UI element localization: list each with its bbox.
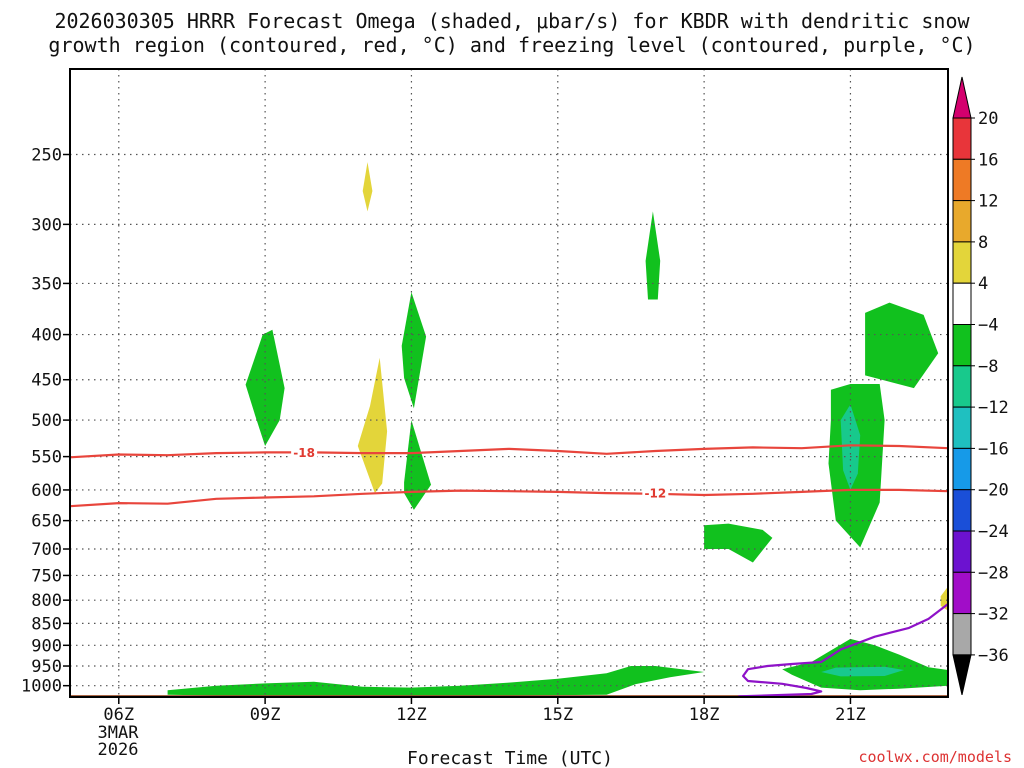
y-tick-label-650: 650 (31, 512, 62, 532)
chart-titles: 2026030305 HRRR Forecast Omega (shaded, … (48, 9, 975, 57)
x-tick-label-12Z: 12Z (396, 705, 427, 725)
omega-positive-region-1 (362, 162, 373, 212)
date-label: 3MAR 2026 (98, 723, 140, 760)
chart-title-line1: 2026030305 HRRR Forecast Omega (shaded, … (54, 9, 970, 33)
omega-inner-region-1 (821, 666, 905, 677)
contour-label-1: -12 (644, 487, 666, 501)
colorbar-tick-label-3: 8 (978, 233, 988, 253)
y-tick-label-1000: 1000 (21, 677, 62, 697)
contour-label-bg-1 (642, 486, 669, 501)
contour-line-1 (69, 488, 949, 508)
colorbar-bin-4 (952, 241, 972, 284)
date-label-year: 2026 (98, 740, 139, 760)
contour-label-0: -18 (293, 446, 315, 460)
chart-title-line2: growth region (contoured, red, °C) and f… (48, 33, 975, 57)
colorbar-tick-label-4: 4 (978, 274, 988, 294)
colorbar-tick-label-0: 20 (978, 109, 998, 129)
x-tick-label-15Z: 15Z (542, 705, 573, 725)
x-axis-title: Forecast Time (UTC) (407, 748, 613, 768)
colorbar-bottom-arrow (952, 654, 972, 696)
y-tick-label-550: 550 (31, 448, 62, 468)
colorbar-bin-2 (952, 158, 972, 202)
y-axis-ticks: 2503003504004505005506006507007508008509… (21, 145, 70, 697)
y-tick-label-850: 850 (31, 614, 62, 634)
colorbar-tick-label-12: −32 (978, 605, 1009, 625)
date-label-month: 3MAR (98, 723, 140, 743)
x-tick-label-06Z: 06Z (103, 705, 134, 725)
colorbar-bin-3 (952, 200, 972, 243)
colorbar-tick-label-6: −8 (978, 357, 998, 377)
colorbar-tick-label-9: −20 (978, 481, 1009, 501)
omega-positive-region-0 (357, 357, 388, 494)
y-tick-label-500: 500 (31, 411, 62, 431)
y-tick-label-700: 700 (31, 540, 62, 560)
omega-region-2 (404, 420, 431, 510)
colorbar-bin-6 (952, 324, 972, 367)
plot-frame (69, 68, 949, 698)
omega-region-8 (167, 666, 705, 696)
y-tick-label-800: 800 (31, 591, 62, 611)
colorbar-tick-label-5: −4 (978, 316, 998, 336)
y-tick-label-400: 400 (31, 326, 62, 346)
omega-region-5 (865, 302, 939, 389)
y-tick-label-600: 600 (31, 481, 62, 501)
omega-shading (70, 162, 948, 697)
contour-line-2 (738, 603, 949, 698)
y-tick-label-300: 300 (31, 215, 62, 235)
y-tick-label-950: 950 (31, 657, 62, 677)
colorbar: 20 16 12 8 4 −4 −8 −12 −16 −20 −24 −28 −32 −36 (952, 76, 1009, 696)
colorbar-tick-label-7: −12 (978, 398, 1009, 418)
x-tick-label-18Z: 18Z (689, 705, 720, 725)
contour-lines: -18 -12 (69, 444, 949, 698)
colorbar-tick-label-10: −24 (978, 522, 1009, 542)
colorbar-bin-1 (952, 117, 972, 160)
colorbar-bin-12 (952, 571, 972, 615)
colorbar-tick-label-1: 16 (978, 150, 998, 170)
colorbar-tick-label-13: −36 (978, 646, 1009, 666)
omega-region-3 (645, 211, 661, 300)
colorbar-top-arrow (952, 76, 972, 119)
y-tick-label-250: 250 (31, 145, 62, 165)
y-tick-label-900: 900 (31, 636, 62, 656)
colorbar-tick-label-2: 12 (978, 192, 998, 212)
colorbar-bin-9 (952, 447, 972, 491)
x-tick-label-21Z: 21Z (835, 705, 866, 725)
contour-label-bg-0 (291, 445, 318, 460)
credit-link[interactable]: coolwx.com/models (858, 748, 1012, 766)
colorbar-tick-label-11: −28 (978, 563, 1009, 583)
colorbar-bin-8 (952, 406, 972, 449)
y-tick-label-450: 450 (31, 371, 62, 391)
y-tick-label-350: 350 (31, 274, 62, 294)
colorbar-bin-13 (952, 613, 972, 656)
omega-region-1 (401, 292, 427, 409)
x-tick-label-09Z: 09Z (250, 705, 281, 725)
x-axis-ticks: 06Z 09Z 12Z 15Z 18Z 21Z (103, 697, 866, 725)
contour-line-0 (69, 444, 949, 459)
colorbar-bin-5 (952, 282, 972, 326)
omega-region-4 (704, 523, 773, 563)
omega-region-7 (782, 638, 948, 691)
grid-lines (70, 69, 948, 697)
colorbar-bin-10 (952, 489, 972, 532)
colorbar-tick-label-8: −16 (978, 439, 1009, 459)
y-tick-label-750: 750 (31, 566, 62, 586)
colorbar-bin-7 (952, 365, 972, 408)
colorbar-bin-11 (952, 530, 972, 573)
